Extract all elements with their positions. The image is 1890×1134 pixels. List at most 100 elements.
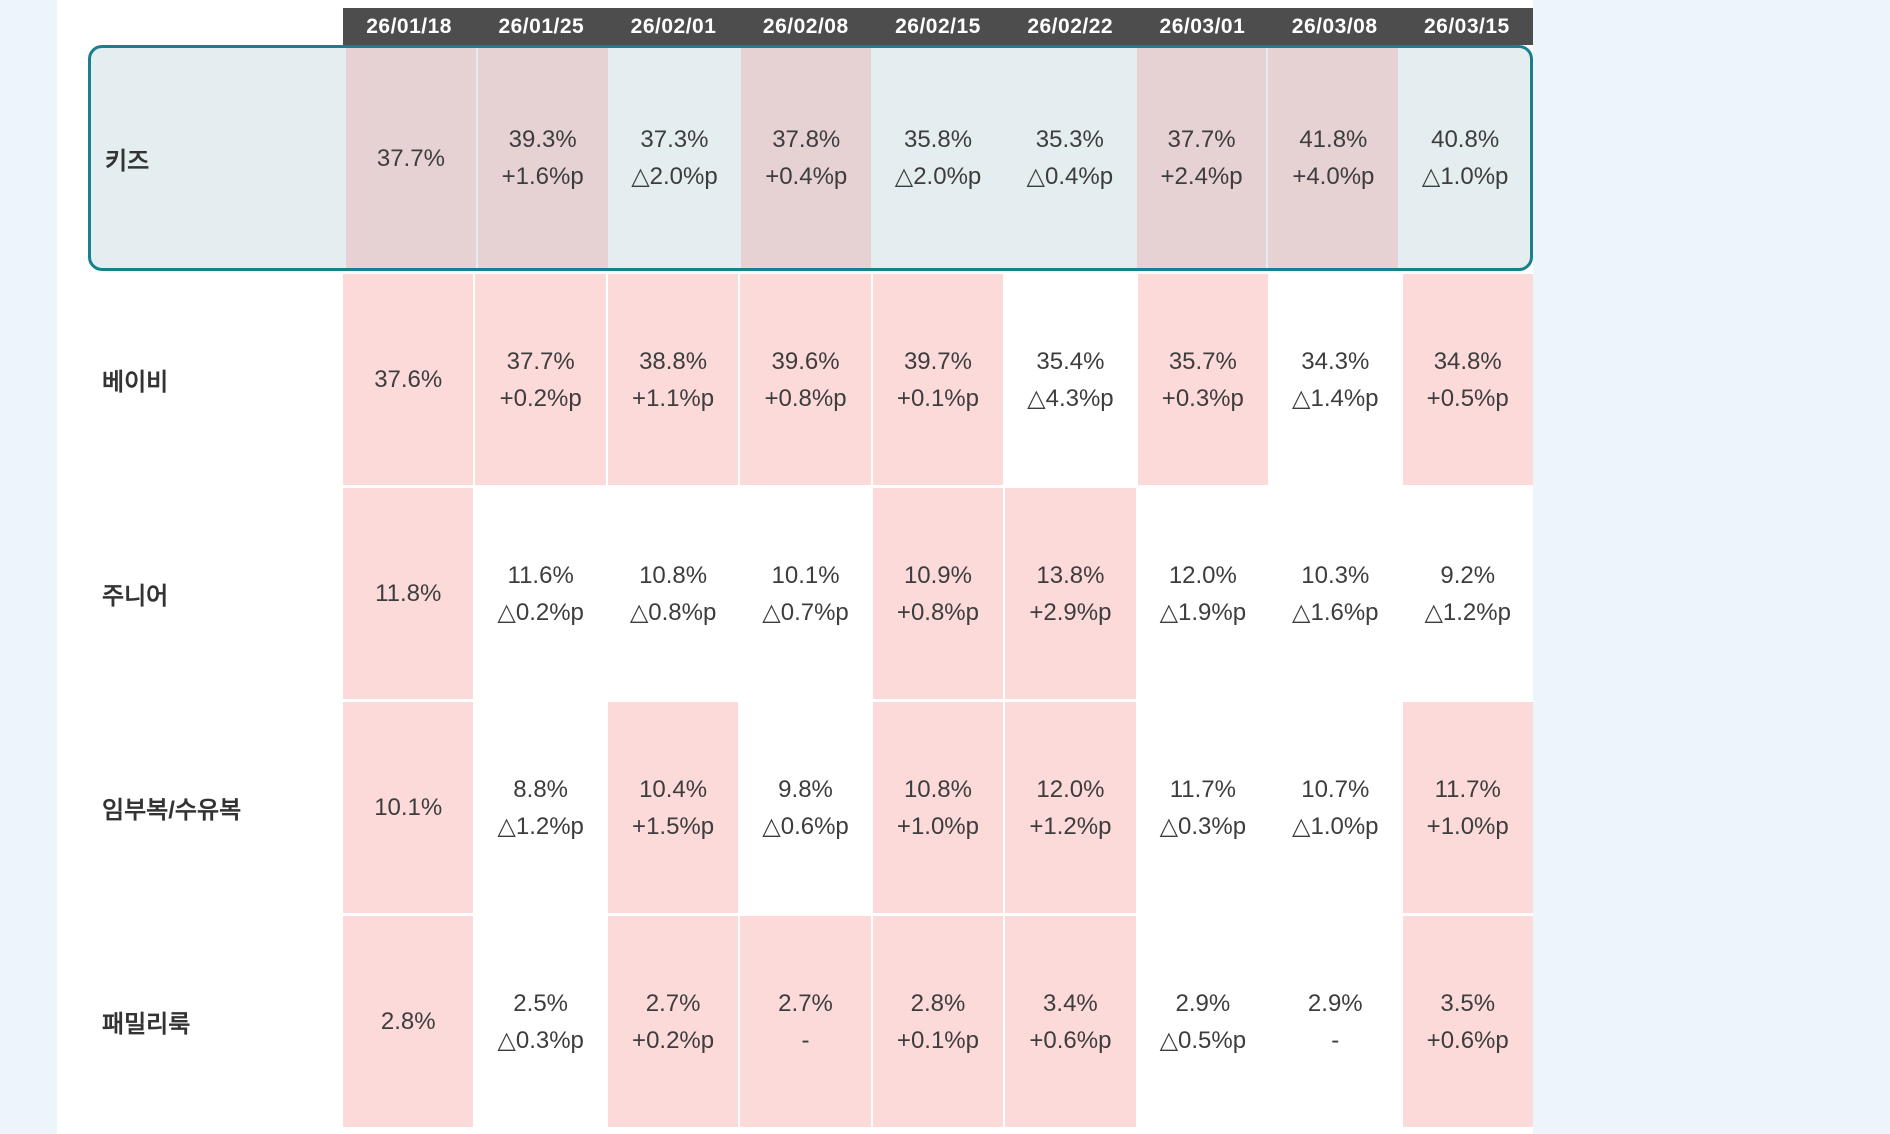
cell-value: 37.7% bbox=[506, 347, 575, 375]
cell-value: 10.1% bbox=[374, 794, 443, 821]
table-row-kids[interactable]: 키즈 37.7% 39.3% +1.6%p 37.3% △2.0%p 37.8% +0.4%p… bbox=[88, 45, 1533, 271]
cell-value: 8.8% bbox=[513, 775, 568, 803]
data-cell: 37.6% bbox=[343, 274, 474, 485]
data-cell: 34.3% △1.4%p bbox=[1270, 274, 1401, 485]
data-cell: 12.0% +1.2%p bbox=[1005, 702, 1136, 913]
data-cell: 35.4% △4.3%p bbox=[1005, 274, 1136, 485]
cell-delta: △0.3%p bbox=[497, 1026, 584, 1054]
cell-value: 37.7% bbox=[376, 144, 445, 172]
cell-value: 39.3% bbox=[508, 126, 577, 153]
cell-delta: +0.6%p bbox=[1029, 1026, 1112, 1054]
table-row-baby[interactable]: 베이비 37.6% 37.7% +0.2%p 38.8% +1.1%p 39.6% +0.8%… bbox=[88, 274, 1533, 485]
data-cell: 35.3% △0.4%p bbox=[1005, 48, 1135, 268]
cell-value: 41.8% bbox=[1299, 126, 1368, 153]
row-label: 키즈 bbox=[105, 147, 150, 175]
cell-value: 37.3% bbox=[640, 126, 709, 153]
cell-value: 10.9% bbox=[903, 561, 972, 589]
data-cell: 10.9% +0.8%p bbox=[872, 488, 1004, 699]
cell-value: 2.9% bbox=[1175, 989, 1231, 1017]
cell-delta: △1.0%p bbox=[1292, 812, 1379, 840]
cell-delta: △0.4%p bbox=[1026, 163, 1114, 190]
data-cell: 9.8% △0.6%p bbox=[740, 702, 871, 913]
cell-delta: △0.2%p bbox=[497, 598, 584, 626]
cell-value: 11.7% bbox=[1434, 775, 1501, 803]
cell-value: 34.8% bbox=[1433, 347, 1502, 375]
cell-delta: +0.4%p bbox=[765, 163, 848, 190]
table-row-maternity-nursing[interactable]: 임부복/수유복 10.1% 8.8% △1.2%p 10.4% +1.5%p 9.8% △0.… bbox=[88, 702, 1533, 913]
table-header-row: 26/01/18 26/01/25 26/02/01 26/02/08 26/02/15… bbox=[343, 8, 1533, 45]
cell-delta: +1.0%p bbox=[1426, 812, 1509, 840]
cell-value: 2.8% bbox=[910, 989, 966, 1017]
cell-delta: +4.0%p bbox=[1292, 163, 1375, 190]
data-cell: 11.6% △0.2%p bbox=[475, 488, 606, 699]
cell-value: 40.8% bbox=[1431, 126, 1500, 153]
row-label: 패밀리룩 bbox=[102, 1011, 191, 1038]
data-cell: 37.8% +0.4%p bbox=[741, 48, 872, 268]
cell-delta: +0.6%p bbox=[1426, 1026, 1509, 1054]
cell-value: 13.8% bbox=[1036, 561, 1105, 589]
cell-delta: +0.2%p bbox=[632, 1026, 715, 1054]
data-cell: 39.6% +0.8%p bbox=[740, 274, 871, 485]
data-cell: 9.2% △1.2%p bbox=[1402, 488, 1533, 699]
cell-value: 12.0% bbox=[1036, 775, 1105, 803]
cell-delta: △1.2%p bbox=[497, 812, 584, 840]
data-cell: 3.5% +0.6%p bbox=[1402, 916, 1533, 1127]
cell-delta: △0.3%p bbox=[1159, 812, 1247, 840]
cell-delta: +1.6%p bbox=[501, 163, 584, 190]
data-cell: 12.0% △1.9%p bbox=[1137, 488, 1269, 699]
data-cell: 2.9% △0.5%p bbox=[1137, 916, 1269, 1127]
cell-value: 2.5% bbox=[513, 989, 568, 1017]
cell-delta: +0.8%p bbox=[764, 384, 847, 412]
data-cell: 2.8% +0.1%p bbox=[872, 916, 1004, 1127]
cell-value: 3.5% bbox=[1440, 989, 1496, 1017]
data-cell: 11.8% bbox=[343, 488, 474, 699]
cell-value: 2.9% bbox=[1307, 989, 1363, 1017]
column-header-26-03-15: 26/03/15 bbox=[1423, 14, 1510, 38]
cell-delta: △2.0%p bbox=[631, 163, 718, 190]
data-cell: 40.8% △1.0%p bbox=[1400, 48, 1530, 268]
data-cell: 35.8% △2.0%p bbox=[873, 48, 1003, 268]
table-row-junior[interactable]: 주니어 11.8% 11.6% △0.2%p 10.8% △0.8%p 10.1% △0.7%… bbox=[88, 488, 1533, 699]
data-cell: 2.9% - bbox=[1270, 916, 1401, 1127]
cell-value: 39.7% bbox=[903, 347, 972, 375]
cell-value: 35.8% bbox=[903, 126, 973, 153]
data-cell: 35.7% +0.3%p bbox=[1137, 274, 1269, 485]
cell-value: 37.7% bbox=[1167, 126, 1236, 153]
cell-delta: +2.4%p bbox=[1160, 163, 1243, 190]
cell-value: 37.6% bbox=[374, 366, 443, 393]
table-row-family-look[interactable]: 패밀리룩 2.8% 2.5% △0.3%p 2.7% +0.2%p 2.7% - 2.8% +0.… bbox=[88, 916, 1533, 1127]
cell-value: 10.3% bbox=[1301, 561, 1370, 589]
data-cell: 38.8% +1.1%p bbox=[607, 274, 739, 485]
cell-delta: - bbox=[1331, 1026, 1340, 1054]
cell-delta: △1.2%p bbox=[1424, 598, 1511, 626]
cell-delta: +0.8%p bbox=[896, 598, 979, 626]
cell-delta: △1.4%p bbox=[1292, 384, 1379, 412]
cell-delta: △1.0%p bbox=[1421, 163, 1509, 190]
column-header-26-03-01: 26/03/01 bbox=[1159, 14, 1246, 38]
data-cell: 11.7% △0.3%p bbox=[1137, 702, 1269, 913]
content-panel: 26/01/18 26/01/25 26/02/01 26/02/08 26/02/15… bbox=[57, 0, 1533, 1134]
data-cell: 37.7% bbox=[346, 48, 476, 268]
column-header-26-03-08: 26/03/08 bbox=[1291, 14, 1378, 38]
data-cell: 37.3% △2.0%p bbox=[610, 48, 740, 268]
row-label: 주니어 bbox=[102, 583, 169, 610]
cell-delta: △1.9%p bbox=[1159, 598, 1247, 626]
cell-delta: +2.9%p bbox=[1029, 598, 1112, 626]
data-cell: 37.7% +2.4%p bbox=[1136, 48, 1267, 268]
cell-delta: - bbox=[801, 1026, 810, 1054]
row-cells: 2.8% 2.5% △0.3%p 2.7% +0.2%p 2.7% - 2.8% +0.1%p 3… bbox=[343, 916, 1533, 1127]
row-cells: 11.8% 11.6% △0.2%p 10.8% △0.8%p 10.1% △0.7%p 10… bbox=[343, 488, 1533, 699]
cell-value: 34.3% bbox=[1301, 347, 1370, 375]
cell-value: 2.8% bbox=[380, 1008, 436, 1035]
row-label: 베이비 bbox=[102, 369, 169, 396]
data-cell: 39.3% +1.6%p bbox=[477, 48, 608, 268]
cell-value: 9.2% bbox=[1440, 561, 1496, 589]
cell-value: 35.7% bbox=[1168, 347, 1237, 375]
column-header-26-02-22: 26/02/22 bbox=[1027, 14, 1114, 38]
cell-value: 2.7% bbox=[778, 989, 833, 1017]
row-cells: 37.6% 37.7% +0.2%p 38.8% +1.1%p 39.6% +0.8%p 39… bbox=[343, 274, 1533, 485]
cell-delta: △0.5%p bbox=[1159, 1026, 1247, 1054]
data-cell: 41.8% +4.0%p bbox=[1268, 48, 1399, 268]
cell-value: 9.8% bbox=[778, 775, 833, 803]
data-cell: 2.5% △0.3%p bbox=[475, 916, 606, 1127]
